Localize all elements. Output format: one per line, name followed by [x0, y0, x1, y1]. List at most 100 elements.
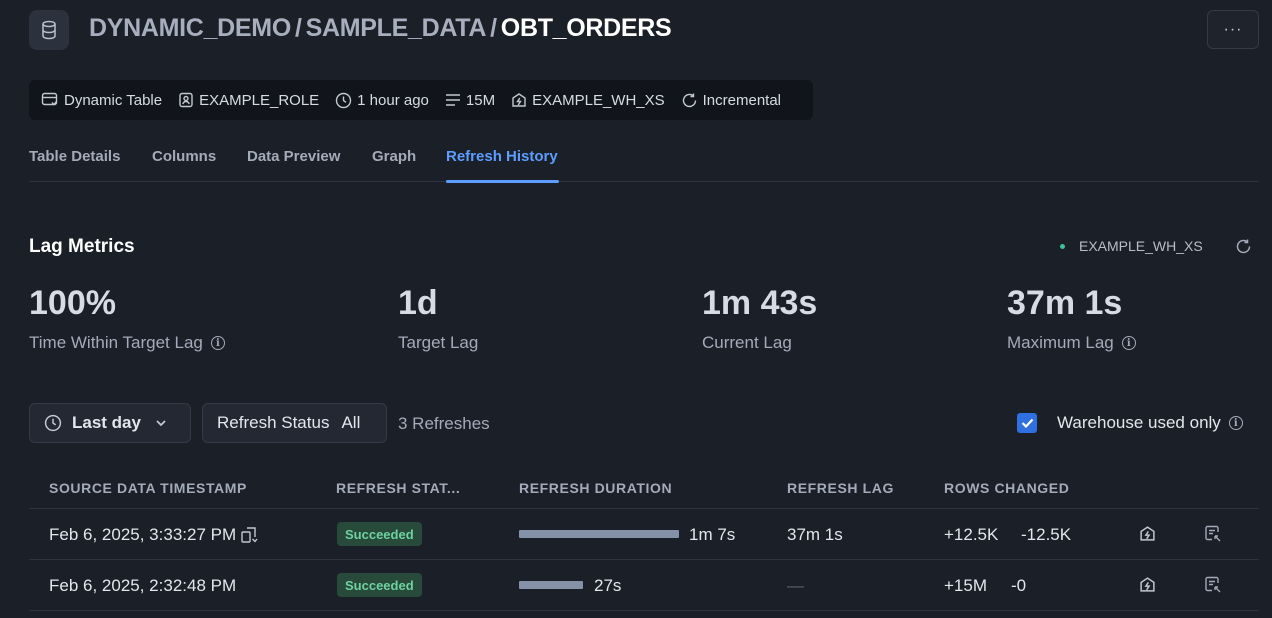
breadcrumb-database[interactable]: DYNAMIC_DEMO — [89, 14, 291, 42]
tab-bar: Table Details Columns Data Preview Graph… — [29, 140, 1259, 183]
metric-label-text: Maximum Lag — [1007, 333, 1114, 352]
tab-data-preview[interactable]: Data Preview — [247, 148, 341, 165]
meta-rows-label: 15M — [465, 91, 496, 109]
row-refresh-lag: — — [787, 576, 804, 595]
refresh-metrics-button[interactable] — [1235, 238, 1252, 260]
active-tab-indicator — [446, 180, 559, 183]
column-header-rows-changed[interactable]: ROWS CHANGED — [944, 480, 1070, 496]
breadcrumb-schema[interactable]: SAMPLE_DATA — [305, 14, 487, 42]
table-divider — [29, 559, 1259, 560]
tab-graph[interactable]: Graph — [372, 148, 417, 165]
time-range-value: Last day — [72, 413, 141, 432]
refresh-status-value: All — [341, 413, 361, 432]
role-icon — [179, 92, 193, 108]
rows-icon — [445, 94, 460, 106]
tab-table-details[interactable]: Table Details — [29, 148, 121, 165]
metric-maximum-lag-label: Maximum Lag i — [1007, 333, 1136, 353]
dynamic-table-icon — [41, 92, 58, 106]
incremental-refresh-icon — [682, 93, 696, 107]
info-icon[interactable]: i — [210, 336, 225, 350]
meta-updated: 1 hour ago — [335, 92, 429, 109]
meta-warehouse-label: EXAMPLE_WH_XS — [532, 91, 665, 109]
table-divider — [29, 610, 1259, 611]
table-row[interactable]: Feb 6, 2025, 2:32:48 PM Succeeded 27s — … — [0, 560, 1272, 610]
warehouse-button[interactable] — [1139, 576, 1156, 598]
status-badge: Succeeded — [337, 573, 422, 597]
row-rows-removed: -12.5K — [1021, 525, 1072, 544]
meta-role-label: EXAMPLE_ROLE — [199, 91, 320, 109]
duration-bar — [519, 530, 679, 538]
query-profile-button[interactable] — [1204, 576, 1222, 598]
row-rows-removed: -0 — [1011, 576, 1027, 595]
time-range-dropdown[interactable]: Last day — [29, 403, 191, 443]
refresh-status-label: Refresh Status — [217, 413, 330, 432]
warehouse-status-label: EXAMPLE_WH_XS — [1079, 238, 1203, 254]
table-row[interactable]: Feb 6, 2025, 3:33:27 PM Succeeded 1m 7s … — [0, 509, 1272, 559]
query-profile-icon — [1205, 576, 1221, 593]
info-icon[interactable]: i — [1121, 336, 1136, 350]
warehouse-icon — [512, 93, 526, 107]
row-duration: 1m 7s — [689, 525, 736, 544]
column-header-refresh-lag[interactable]: REFRESH LAG — [787, 480, 894, 496]
warehouse-button[interactable] — [1139, 525, 1156, 547]
metric-label-text: Current Lag — [702, 333, 792, 352]
clock-icon — [335, 92, 352, 108]
metric-current-lag-value: 1m 43s — [702, 284, 818, 322]
meta-mode: Incremental — [681, 92, 781, 109]
metric-current-lag-label: Current Lag — [702, 333, 792, 353]
metric-time-within-target-label: Time Within Target Lag i — [29, 333, 225, 353]
column-header-refresh-status[interactable]: REFRESH STAT... — [336, 480, 461, 496]
meta-mode-label: Incremental — [702, 91, 782, 109]
meta-type: Dynamic Table — [41, 92, 162, 109]
breadcrumb-separator: / — [294, 14, 302, 42]
duration-bar — [519, 581, 583, 589]
warehouse-status: EXAMPLE_WH_XS — [1060, 238, 1203, 254]
column-header-source-timestamp[interactable]: SOURCE DATA TIMESTAMP — [49, 480, 247, 496]
refresh-status-filter[interactable]: Refresh Status All — [202, 403, 387, 443]
incremental-sync-icon — [241, 527, 258, 543]
tab-columns[interactable]: Columns — [152, 148, 217, 165]
row-timestamp: Feb 6, 2025, 3:33:27 PM — [49, 525, 258, 545]
metric-time-within-target-value: 100% — [29, 284, 116, 322]
row-timestamp: Feb 6, 2025, 2:32:48 PM — [49, 576, 237, 595]
lag-metrics-title: Lag Metrics — [29, 236, 135, 257]
status-dot-icon — [1060, 243, 1065, 249]
breadcrumb-table: OBT_ORDERS — [500, 14, 672, 42]
meta-updated-label: 1 hour ago — [357, 91, 429, 109]
warehouse-only-label: Warehouse used only i — [1057, 413, 1243, 433]
refresh-count: 3 Refreshes — [398, 414, 490, 433]
tab-refresh-history[interactable]: Refresh History — [446, 148, 558, 165]
table-meta-bar: Dynamic Table EXAMPLE_ROLE 1 hour ago 15… — [29, 80, 813, 120]
chevron-down-icon — [156, 420, 166, 427]
checkmark-icon — [1021, 418, 1033, 428]
column-header-refresh-duration[interactable]: REFRESH DURATION — [519, 480, 673, 496]
metric-target-lag-value: 1d — [398, 284, 438, 322]
page-title: DYNAMIC_DEMO / SAMPLE_DATA / OBT_ORDERS — [89, 14, 672, 43]
query-profile-icon — [1205, 525, 1221, 542]
row-refresh-lag: 37m 1s — [787, 525, 843, 544]
database-icon — [42, 20, 56, 40]
row-rows-added: +12.5K — [944, 525, 999, 544]
meta-warehouse: EXAMPLE_WH_XS — [511, 92, 665, 109]
clock-icon — [44, 414, 62, 432]
refresh-icon — [1236, 239, 1251, 254]
metric-maximum-lag-value: 37m 1s — [1007, 284, 1123, 322]
row-duration: 27s — [594, 576, 622, 595]
query-profile-button[interactable] — [1204, 525, 1222, 547]
breadcrumb-separator: / — [490, 14, 497, 42]
more-options-button[interactable]: ··· — [1207, 10, 1259, 49]
database-icon-box — [29, 10, 69, 50]
row-timestamp-text: Feb 6, 2025, 3:33:27 PM — [49, 525, 237, 544]
metric-target-lag-label: Target Lag — [398, 333, 478, 353]
metric-label-text: Time Within Target Lag — [29, 333, 203, 352]
status-badge: Succeeded — [337, 522, 422, 546]
more-icon: ··· — [1223, 20, 1243, 38]
warehouse-only-text: Warehouse used only — [1057, 413, 1221, 432]
info-icon[interactable]: i — [1228, 416, 1243, 430]
metric-label-text: Target Lag — [398, 333, 479, 352]
warehouse-icon — [1140, 577, 1155, 592]
meta-rows: 15M — [445, 92, 495, 109]
warehouse-only-checkbox[interactable] — [1017, 413, 1037, 433]
warehouse-icon — [1140, 526, 1155, 541]
meta-type-label: Dynamic Table — [64, 91, 163, 109]
